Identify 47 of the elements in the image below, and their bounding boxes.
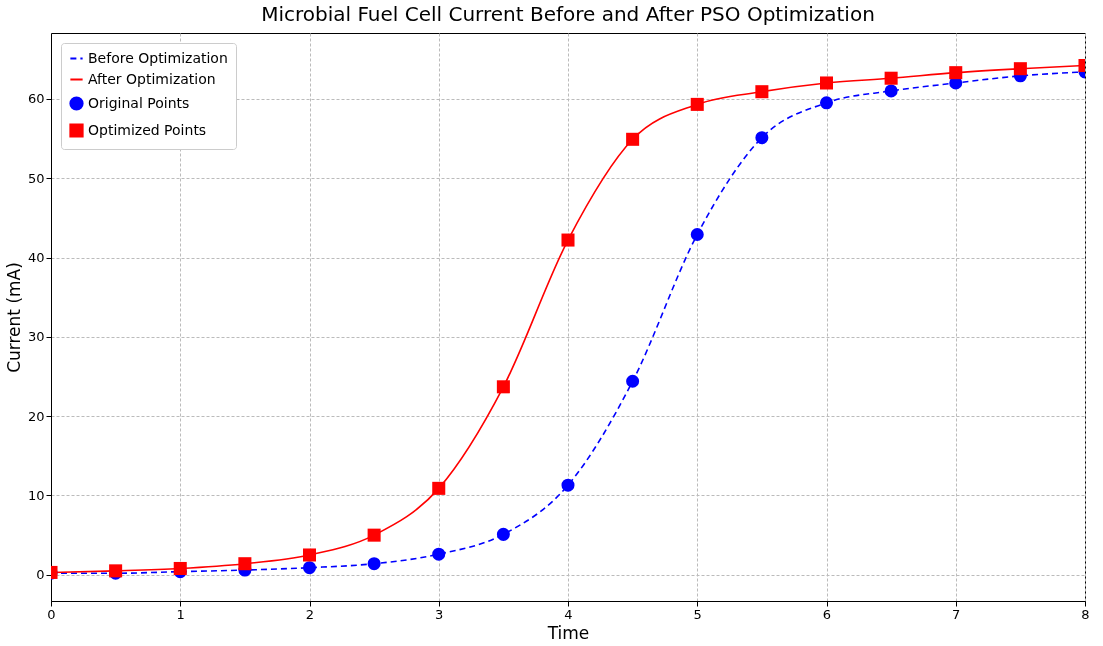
y-tick-label: 40: [27, 250, 45, 265]
x-tick-label: 0: [47, 606, 56, 622]
point: [755, 85, 769, 99]
point: [819, 96, 834, 110]
point: [496, 380, 510, 394]
point: [302, 561, 317, 575]
point: [690, 97, 704, 111]
y-tick-label: 50: [27, 170, 45, 186]
point: [819, 76, 834, 90]
point: [432, 547, 446, 561]
x-axis-title: Time: [546, 622, 590, 643]
x-tick-label: 3: [435, 606, 444, 622]
chart-title: Microbial Fuel Cell Current Before and After PSO Optimization: [261, 2, 875, 26]
x-tick-label: 1: [176, 606, 185, 622]
y-tick-label: 10: [27, 487, 45, 503]
point: [238, 557, 252, 571]
point: [432, 481, 446, 495]
point: [884, 71, 898, 85]
legend-label: After Optimization: [88, 70, 216, 87]
point: [367, 557, 381, 571]
y-tick-label: 0: [36, 567, 45, 583]
point: [949, 66, 963, 80]
point: [626, 132, 640, 146]
x-tick-label: 2: [305, 606, 315, 622]
point: [1013, 62, 1027, 76]
x-tick-label: 5: [693, 606, 702, 622]
y-tick-label: 20: [27, 408, 45, 424]
point: [173, 561, 187, 575]
x-tick-label: 6: [822, 606, 832, 622]
point: [496, 527, 510, 541]
y-axis-title: Current (mA): [3, 262, 24, 373]
x-tick-label: 8: [1081, 606, 1090, 622]
y-tick-label: 30: [27, 329, 45, 345]
x-tick-label: 4: [564, 606, 573, 622]
legend-label: Before Optimization: [88, 49, 228, 66]
point: [626, 374, 640, 388]
point: [690, 227, 704, 241]
legend-label: Optimized Points: [88, 121, 207, 138]
y-tick-label: 60: [27, 91, 45, 107]
point: [561, 478, 575, 492]
point: [755, 131, 769, 145]
point: [302, 548, 317, 562]
point: [884, 84, 898, 98]
legend-label: Original Points: [88, 94, 190, 111]
x-tick-label: 7: [952, 606, 961, 622]
point: [561, 233, 575, 247]
point: [367, 528, 381, 542]
